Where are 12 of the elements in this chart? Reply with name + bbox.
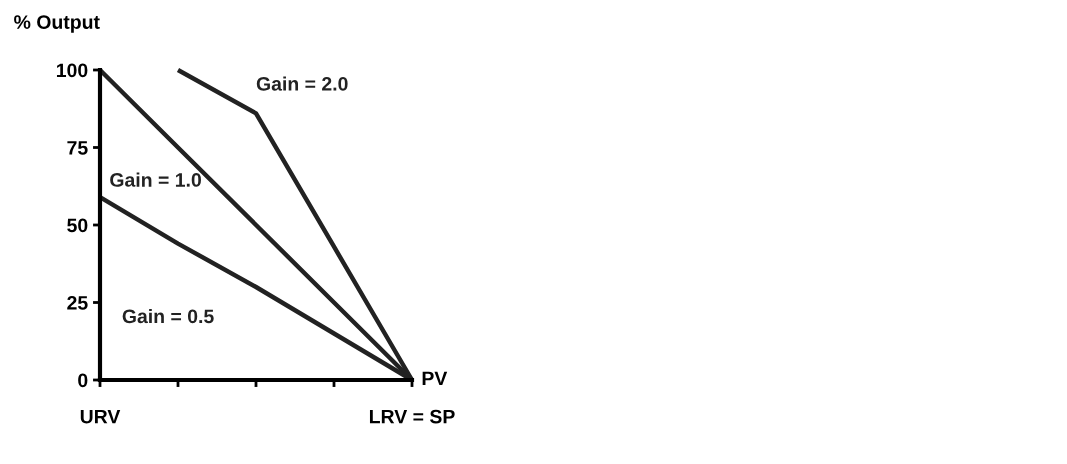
y-axis-title: % Output <box>14 15 100 33</box>
y-tick-label: 50 <box>67 218 88 233</box>
y-tick-label: 75 <box>67 141 88 155</box>
text: Gain = 0.5 <box>122 308 214 324</box>
x-tick-label: LRV = SP <box>369 409 455 424</box>
y-tick-label: 0 <box>78 373 88 388</box>
x-axis-title: PV <box>422 371 448 386</box>
series-label: Gain = 1.0 <box>110 172 201 187</box>
y-tick-label: 100 <box>56 63 88 78</box>
y-tick-label: 25 <box>67 295 88 310</box>
x-tick-label: URV <box>80 409 121 424</box>
series-label: Gain = 2.0 <box>256 76 348 91</box>
